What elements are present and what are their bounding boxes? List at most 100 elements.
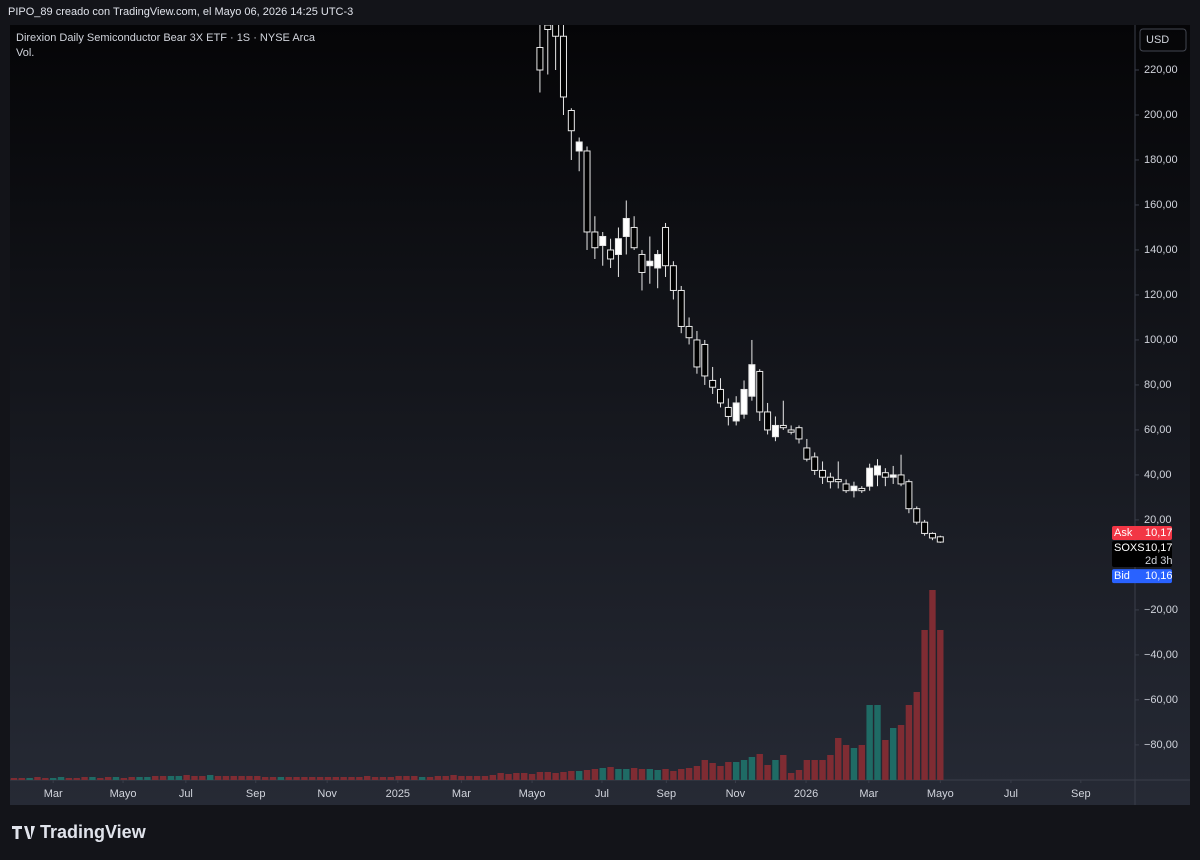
volume-bar <box>175 776 182 780</box>
bid-price: 10,16 <box>1145 570 1173 582</box>
candle-body <box>646 260 654 267</box>
volume-bar <box>167 776 175 780</box>
volume-bar <box>874 705 881 780</box>
candle-body <box>764 411 772 431</box>
volume-bar <box>662 769 669 780</box>
x-tick-label: Mayo <box>110 788 137 800</box>
candle-body <box>669 265 677 291</box>
y-tick-label: −20,00 <box>1144 604 1178 616</box>
y-tick-label: 220,00 <box>1144 64 1178 76</box>
x-tick-label: Mayo <box>519 788 546 800</box>
volume-bar <box>473 776 481 780</box>
volume-bar <box>214 776 222 780</box>
x-tick-label: Mar <box>44 788 63 800</box>
volume-bar <box>426 777 434 780</box>
x-tick-label: Sep <box>246 788 266 800</box>
bid-name: Bid <box>1114 570 1130 582</box>
volume-bar <box>905 705 913 780</box>
y-tick-label: −80,00 <box>1144 739 1178 751</box>
volume-bar <box>552 773 559 780</box>
volume-bar <box>434 776 442 780</box>
candle-body <box>928 532 936 539</box>
candle-body <box>748 364 756 397</box>
volume-bar <box>379 777 387 780</box>
candle-body <box>873 465 881 476</box>
volume-bar <box>842 745 850 780</box>
volume-bar <box>615 769 622 780</box>
volume-bar <box>458 776 465 780</box>
currency[interactable]: USD <box>1146 34 1169 46</box>
volume-bar <box>348 777 355 780</box>
y-tick-label: 60,00 <box>1144 424 1172 436</box>
y-tick-label: 40,00 <box>1144 469 1172 481</box>
volume-bar <box>403 776 410 780</box>
volume-bar <box>277 777 285 780</box>
volume-bar <box>230 776 237 780</box>
candle-body <box>740 388 748 415</box>
volume-bar <box>442 776 449 780</box>
x-tick-label: Nov <box>726 788 746 800</box>
volume-bar <box>489 775 497 780</box>
volume-bar <box>913 692 920 780</box>
currency-box[interactable] <box>1139 28 1187 52</box>
last-price: 10,17 <box>1145 542 1173 554</box>
candle-body <box>819 469 827 478</box>
volume-bar <box>709 763 716 780</box>
volume-bar <box>780 755 787 780</box>
y-tick-label: 120,00 <box>1144 289 1178 301</box>
x-tick-label: Mar <box>859 788 878 800</box>
candle-body <box>889 474 897 478</box>
volume-bar <box>764 765 771 780</box>
y-tick-label: 80,00 <box>1144 379 1172 391</box>
plot <box>10 25 944 780</box>
volume-bar <box>206 775 214 780</box>
volume-bar <box>583 770 591 780</box>
candle-body <box>803 447 811 460</box>
candle-body <box>709 379 717 388</box>
volume-bar <box>89 777 96 780</box>
candle-body <box>732 402 740 422</box>
candle-body <box>795 427 803 440</box>
volume-label: Vol. <box>16 47 34 59</box>
x-tick-label: Jul <box>1004 788 1018 800</box>
volume-bar <box>293 777 300 780</box>
candle-body <box>654 253 662 269</box>
y-tick-label: 200,00 <box>1144 109 1178 121</box>
x-tick-label: Mayo <box>927 788 954 800</box>
volume-bar <box>740 760 748 780</box>
volume-bar <box>717 766 724 780</box>
volume-bar <box>364 776 371 780</box>
volume-bar <box>128 777 135 780</box>
volume-bar <box>835 738 842 780</box>
volume-bar <box>897 725 905 780</box>
volume-bar <box>575 771 583 780</box>
last-name: SOXS <box>1114 542 1145 554</box>
volume-bar <box>481 776 489 780</box>
volume-bar <box>678 769 685 780</box>
volume-bar <box>630 768 638 780</box>
volume-bar <box>81 777 88 780</box>
y-tick-label: 160,00 <box>1144 199 1178 211</box>
candle-body <box>866 467 874 487</box>
volume-bar <box>324 777 332 780</box>
volume-bar <box>246 776 253 780</box>
volume-bar <box>387 777 394 780</box>
bid-label-bg <box>1112 569 1172 584</box>
volume-bar <box>528 774 536 780</box>
ask-name: Ask <box>1114 527 1133 539</box>
candle-body <box>881 472 889 478</box>
logo: TradingView <box>12 822 147 842</box>
volume-bar <box>513 773 520 780</box>
volume-bar <box>866 705 873 780</box>
candle-body <box>811 456 819 471</box>
candle-body <box>614 238 622 255</box>
x-tick-label: Sep <box>657 788 677 800</box>
ask-price: 10,17 <box>1145 527 1173 539</box>
volume-bar <box>921 630 928 780</box>
volume-bar <box>568 771 575 780</box>
x-tick-label: Mar <box>452 788 471 800</box>
y-tick-label: 180,00 <box>1144 154 1178 166</box>
volume-bar <box>607 767 614 780</box>
